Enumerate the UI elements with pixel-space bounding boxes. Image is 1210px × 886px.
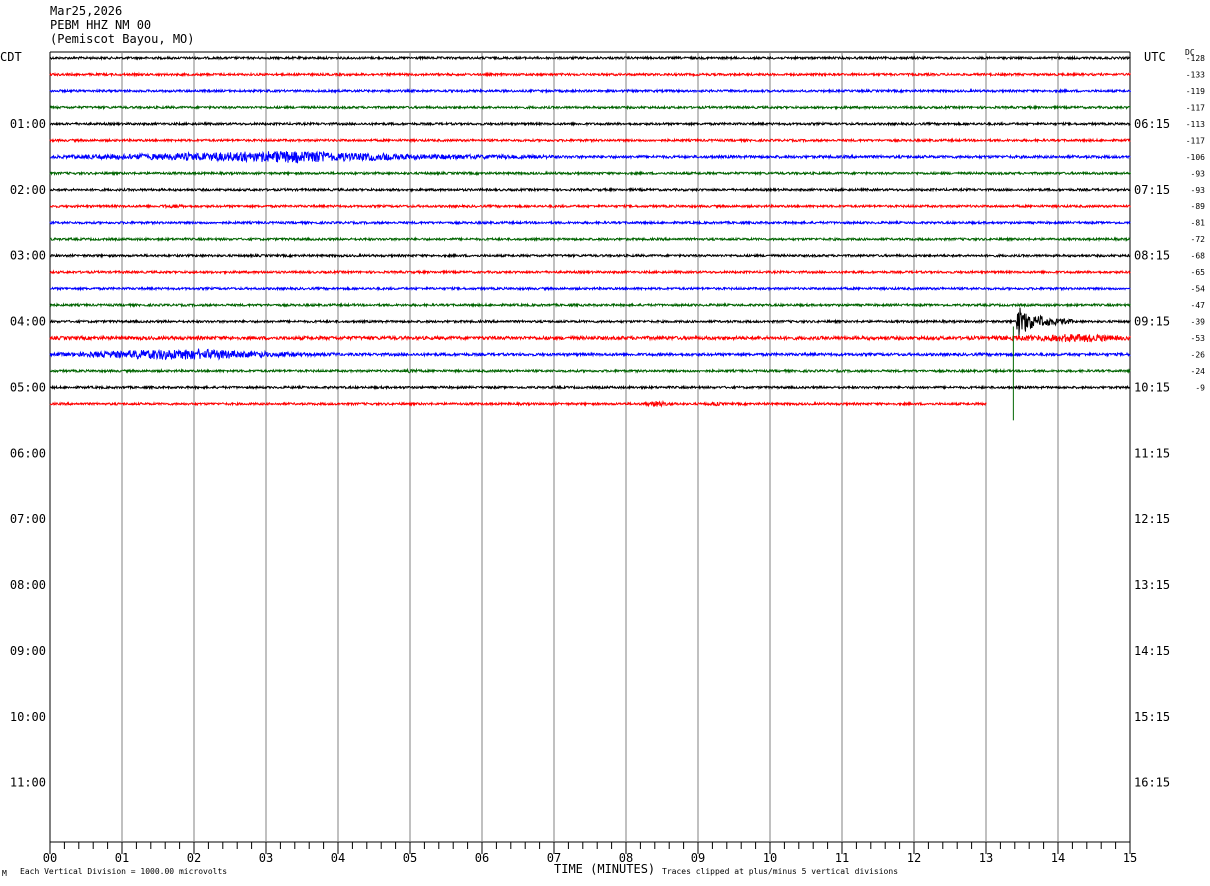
dc-offset-label: -24 [1191, 367, 1206, 376]
location-label: (Pemiscot Bayou, MO) [50, 32, 195, 46]
dc-offset-label: -93 [1191, 186, 1206, 195]
dc-offset-label: -81 [1191, 219, 1206, 228]
trace-line [49, 400, 987, 408]
dc-offset-label: -128 [1186, 54, 1205, 63]
right-hour-label: 12:15 [1134, 512, 1170, 526]
dc-offset-label: -106 [1186, 153, 1205, 162]
right-hour-label: 15:15 [1134, 710, 1170, 724]
x-tick-label: 03 [259, 851, 273, 865]
trace-line [49, 252, 1131, 259]
trace-line [49, 302, 1131, 309]
x-tick-label: 04 [331, 851, 345, 865]
x-axis-title: TIME (MINUTES) [554, 862, 656, 876]
left-hour-label: 06:00 [10, 446, 46, 460]
right-hour-label: 11:15 [1134, 446, 1170, 460]
x-tick-label: 12 [907, 851, 921, 865]
dc-offset-label: -72 [1191, 235, 1206, 244]
left-hour-label: 10:00 [10, 710, 46, 724]
left-hour-label: 01:00 [10, 117, 46, 131]
dc-offset-label: -26 [1191, 350, 1206, 359]
dc-offset-label: -39 [1191, 318, 1206, 327]
x-tick-label: 06 [475, 851, 489, 865]
date-label: Mar25,2026 [50, 4, 123, 18]
left-hour-label: 08:00 [10, 578, 46, 592]
dc-offset-label: -53 [1191, 334, 1206, 343]
left-hour-label: 04:00 [10, 315, 46, 329]
corner-mark: M [2, 869, 7, 878]
trace-line [49, 367, 1131, 374]
trace-line [49, 170, 1131, 177]
right-hour-label: 09:15 [1134, 315, 1170, 329]
x-tick-label: 02 [187, 851, 201, 865]
right-hour-label: 07:15 [1134, 183, 1170, 197]
x-tick-label: 14 [1051, 851, 1065, 865]
trace-line [49, 348, 1131, 361]
x-tick-label: 13 [979, 851, 993, 865]
dc-offset-label: -117 [1186, 136, 1205, 145]
trace-line [49, 87, 1131, 94]
trace-line [49, 150, 1131, 164]
x-tick-label: 10 [763, 851, 777, 865]
trace-line [49, 285, 1131, 292]
trace-line [49, 186, 1131, 193]
dc-offset-label: -93 [1191, 169, 1206, 178]
trace-line [49, 219, 1131, 226]
left-hour-label: 07:00 [10, 512, 46, 526]
x-tick-label: 07 [547, 851, 561, 865]
trace-line [49, 104, 1131, 111]
right-timezone-label: UTC [1144, 50, 1166, 64]
trace-line [49, 269, 1131, 276]
x-tick-label: 15 [1123, 851, 1137, 865]
right-hour-label: 06:15 [1134, 117, 1170, 131]
left-hour-label: 03:00 [10, 249, 46, 263]
right-hour-label: 08:15 [1134, 249, 1170, 263]
right-hour-label: 10:15 [1134, 380, 1170, 394]
left-timezone-label: CDT [0, 50, 22, 64]
trace-line [49, 54, 1131, 61]
trace-line [49, 120, 1131, 127]
trace-line [49, 137, 1131, 144]
left-hour-label: 11:00 [10, 776, 46, 790]
x-tick-label: 11 [835, 851, 849, 865]
dc-offset-label: -133 [1186, 70, 1205, 79]
trace-line [49, 71, 1131, 78]
x-tick-label: 08 [619, 851, 633, 865]
dc-offset-label: -113 [1186, 120, 1205, 129]
x-tick-label: 00 [43, 851, 57, 865]
right-hour-label: 13:15 [1134, 578, 1170, 592]
trace-line [49, 236, 1131, 243]
dc-offset-label: -47 [1191, 301, 1206, 310]
scale-note: Each Vertical Division = 1000.00 microvo… [20, 867, 228, 876]
dc-offset-label: -9 [1195, 383, 1205, 392]
trace-line [49, 307, 1131, 336]
dc-offset-label: -65 [1191, 268, 1206, 277]
right-hour-label: 16:15 [1134, 776, 1170, 790]
x-tick-label: 01 [115, 851, 129, 865]
trace-line [49, 333, 1131, 343]
right-hour-label: 14:15 [1134, 644, 1170, 658]
clip-note: Traces clipped at plus/minus 5 vertical … [662, 867, 899, 876]
x-tick-label: 09 [691, 851, 705, 865]
station-label: PEBM HHZ NM 00 [50, 18, 152, 32]
trace-line [49, 384, 1131, 391]
dc-offset-label: -119 [1186, 87, 1205, 96]
dc-offset-label: -68 [1191, 252, 1206, 261]
dc-label: DC [1185, 48, 1195, 57]
left-hour-label: 09:00 [10, 644, 46, 658]
dc-offset-label: -89 [1191, 202, 1206, 211]
dc-offset-label: -54 [1191, 285, 1206, 294]
dc-offset-label: -117 [1186, 103, 1205, 112]
left-hour-label: 02:00 [10, 183, 46, 197]
x-tick-label: 05 [403, 851, 417, 865]
left-hour-label: 05:00 [10, 380, 46, 394]
trace-line [49, 203, 1131, 210]
